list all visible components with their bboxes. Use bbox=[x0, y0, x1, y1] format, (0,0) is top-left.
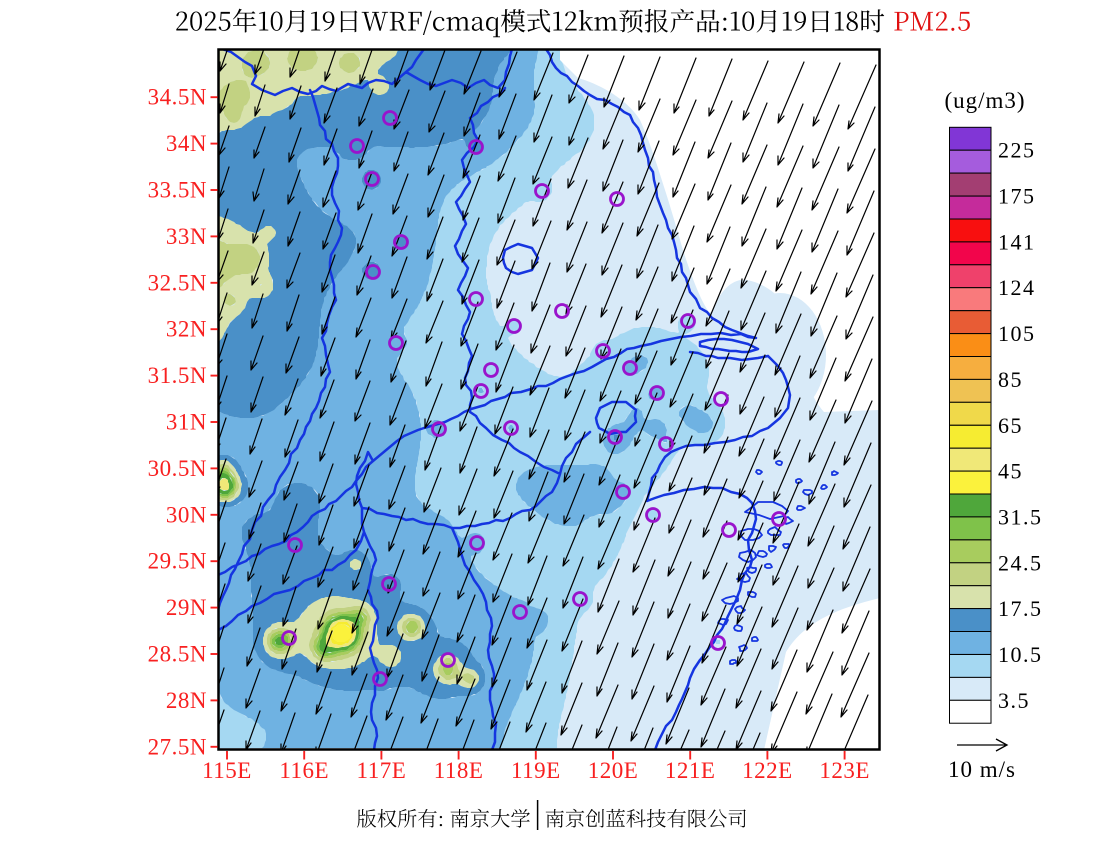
svg-text:141: 141 bbox=[998, 229, 1036, 254]
svg-text:115E: 115E bbox=[202, 758, 252, 783]
svg-text:105: 105 bbox=[998, 321, 1036, 346]
svg-text:121E: 121E bbox=[665, 758, 716, 783]
svg-text:17.5: 17.5 bbox=[998, 596, 1043, 621]
svg-text:10.5: 10.5 bbox=[998, 642, 1043, 667]
svg-text:118E: 118E bbox=[434, 758, 484, 783]
svg-text:30N: 30N bbox=[166, 502, 207, 527]
svg-text:31N: 31N bbox=[166, 410, 207, 435]
svg-text:33.5N: 33.5N bbox=[148, 178, 207, 203]
svg-text:32N: 32N bbox=[166, 317, 207, 342]
svg-text:33N: 33N bbox=[166, 224, 207, 249]
svg-text:31.5: 31.5 bbox=[998, 504, 1043, 529]
svg-text:120E: 120E bbox=[588, 758, 639, 783]
svg-text:122E: 122E bbox=[742, 758, 793, 783]
svg-text:116E: 116E bbox=[279, 758, 329, 783]
svg-text:31.5N: 31.5N bbox=[148, 363, 207, 388]
svg-text:10 m/s: 10 m/s bbox=[948, 757, 1016, 782]
svg-text:(ug/m3): (ug/m3) bbox=[944, 88, 1025, 113]
svg-text:117E: 117E bbox=[357, 758, 407, 783]
svg-text:29.5N: 29.5N bbox=[148, 549, 207, 574]
svg-text:27.5N: 27.5N bbox=[148, 734, 207, 759]
svg-text:119E: 119E bbox=[511, 758, 561, 783]
svg-text:28.5N: 28.5N bbox=[148, 642, 207, 667]
svg-text:24.5: 24.5 bbox=[998, 550, 1043, 575]
svg-text:123E: 123E bbox=[819, 758, 870, 783]
svg-text:32.5N: 32.5N bbox=[148, 270, 207, 295]
svg-text:65: 65 bbox=[998, 413, 1023, 438]
svg-text:28N: 28N bbox=[166, 688, 207, 713]
svg-text:175: 175 bbox=[998, 184, 1036, 209]
svg-text:3.5: 3.5 bbox=[998, 688, 1030, 713]
svg-text:85: 85 bbox=[998, 367, 1023, 392]
svg-text:124: 124 bbox=[998, 275, 1036, 300]
svg-text:29N: 29N bbox=[166, 595, 207, 620]
svg-text:30.5N: 30.5N bbox=[148, 456, 207, 481]
svg-text:34N: 34N bbox=[166, 131, 207, 156]
svg-text:45: 45 bbox=[998, 459, 1023, 484]
svg-text:225: 225 bbox=[998, 138, 1036, 163]
svg-text:34.5N: 34.5N bbox=[148, 85, 207, 110]
